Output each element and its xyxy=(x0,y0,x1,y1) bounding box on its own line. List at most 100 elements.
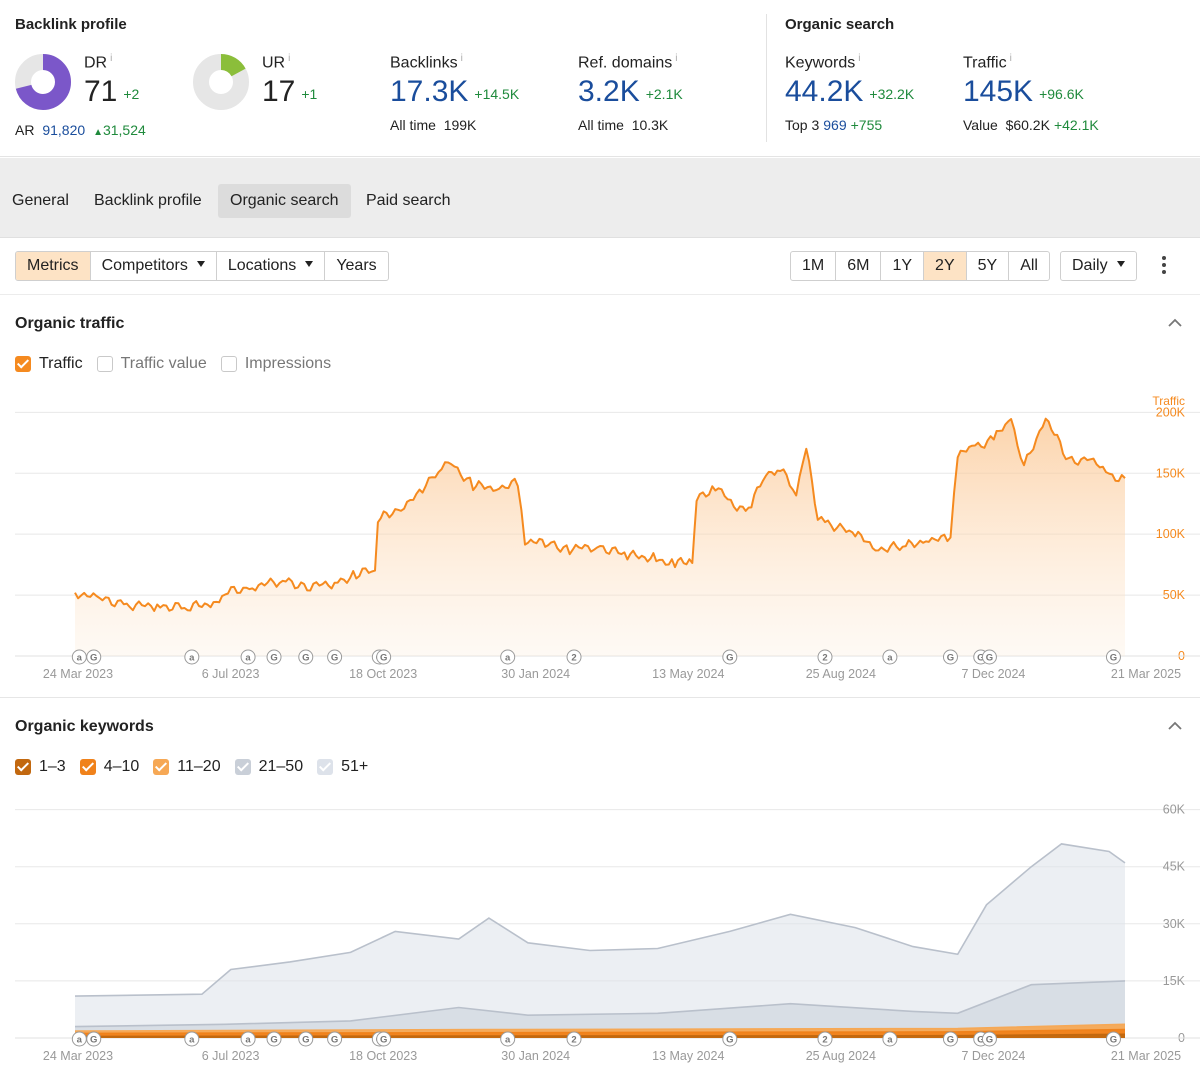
range-6m-button[interactable]: 6M xyxy=(835,252,880,280)
annotation-marker-icon[interactable]: G xyxy=(86,1031,102,1047)
arrow-up-icon: ▲ xyxy=(93,127,103,138)
annotation-marker-icon[interactable]: G xyxy=(1105,1031,1121,1047)
y-tick-label: 50K xyxy=(1163,588,1186,602)
traffic-metric: Traffic i 145K +96.6K Value $60.2K +42.1K xyxy=(963,53,1099,133)
info-icon[interactable]: i xyxy=(288,53,291,64)
legend-pos-21-50[interactable]: 21–50 xyxy=(234,758,303,776)
svg-text:a: a xyxy=(505,653,511,664)
info-icon[interactable]: i xyxy=(1009,53,1012,64)
range-all-button[interactable]: All xyxy=(1008,252,1049,280)
annotation-marker-icon[interactable]: G xyxy=(266,649,282,665)
top3-value[interactable]: 969 xyxy=(823,117,847,134)
tab-backlink-profile[interactable]: Backlink profile xyxy=(94,192,202,209)
metrics-button[interactable]: Metrics xyxy=(16,252,90,280)
range-1m-button[interactable]: 1M xyxy=(802,257,825,274)
x-tick-label: 13 May 2024 xyxy=(652,667,724,681)
svg-text:G: G xyxy=(302,1035,309,1046)
annotation-marker-icon[interactable]: 2 xyxy=(566,1031,582,1047)
annotation-marker-icon[interactable]: G xyxy=(376,1031,392,1047)
annotation-marker-icon[interactable]: G xyxy=(722,1031,738,1047)
svg-text:a: a xyxy=(189,653,195,664)
series-area-51- xyxy=(75,843,1125,1038)
annotation-marker-icon[interactable]: G xyxy=(266,1031,282,1047)
svg-text:G: G xyxy=(986,1035,993,1046)
range-5y-button[interactable]: 5Y xyxy=(965,252,1009,280)
traffic-value-amount: $60.2K xyxy=(1005,117,1050,134)
annotation-marker-icon[interactable]: a xyxy=(184,649,200,665)
legend-pos-4-10[interactable]: 4–10 xyxy=(79,758,139,776)
svg-text:G: G xyxy=(726,653,733,664)
annotation-marker-icon[interactable]: a xyxy=(71,1031,87,1047)
tab-organic-search[interactable]: Organic search xyxy=(218,184,351,218)
competitors-dropdown[interactable]: Competitors xyxy=(89,252,216,280)
checkbox-checked-icon xyxy=(234,759,251,775)
tab-general[interactable]: General xyxy=(12,192,69,209)
annotation-marker-icon[interactable]: G xyxy=(86,649,102,665)
annotation-marker-icon[interactable]: 2 xyxy=(566,649,582,665)
ur-label: UR xyxy=(262,54,286,72)
ref-domains-value[interactable]: 3.2K xyxy=(578,75,640,109)
annotation-marker-icon[interactable]: G xyxy=(981,649,997,665)
annotation-marker-icon[interactable]: a xyxy=(500,1031,516,1047)
traffic-delta: +96.6K xyxy=(1039,86,1084,103)
traffic-value[interactable]: 145K xyxy=(963,75,1034,109)
range-1y-button[interactable]: 1Y xyxy=(880,252,923,280)
interval-dropdown[interactable]: Daily xyxy=(1060,251,1137,281)
ar-value[interactable]: 91,820 xyxy=(42,122,86,138)
annotation-marker-icon[interactable]: a xyxy=(240,649,256,665)
x-tick-label: 7 Dec 2024 xyxy=(961,667,1025,681)
collapse-chevron-icon[interactable] xyxy=(1168,719,1182,733)
annotation-marker-icon[interactable]: a xyxy=(184,1031,200,1047)
locations-dropdown[interactable]: Locations xyxy=(215,252,325,280)
info-icon[interactable]: i xyxy=(675,53,678,64)
legend-traffic[interactable]: Traffic xyxy=(15,355,83,373)
annotation-marker-icon[interactable]: G xyxy=(327,1031,343,1047)
legend-traffic-value[interactable]: Traffic value xyxy=(96,355,207,373)
annotation-marker-icon[interactable]: G xyxy=(1105,649,1121,665)
ref-domains-label: Ref. domains xyxy=(578,54,673,72)
annotation-marker-icon[interactable]: G xyxy=(298,1031,314,1047)
annotation-marker-icon[interactable]: G xyxy=(298,649,314,665)
legend-pos-1-3[interactable]: 1–3 xyxy=(15,758,66,776)
svg-text:G: G xyxy=(947,1035,954,1046)
annotation-marker-icon[interactable]: G xyxy=(981,1031,997,1047)
annotation-marker-icon[interactable]: a xyxy=(240,1031,256,1047)
svg-text:G: G xyxy=(726,1035,733,1046)
annotation-marker-icon[interactable]: G xyxy=(376,649,392,665)
svg-text:a: a xyxy=(77,653,83,664)
dr-label: DR xyxy=(84,54,108,72)
svg-text:a: a xyxy=(245,1035,251,1046)
annotation-marker-icon[interactable]: G xyxy=(942,1031,958,1047)
annotation-marker-icon[interactable]: 2 xyxy=(817,1031,833,1047)
x-tick-label: 21 Mar 2025 xyxy=(1111,1049,1181,1063)
checkbox-checked-icon xyxy=(15,356,31,372)
legend-impressions[interactable]: Impressions xyxy=(220,355,331,373)
info-icon[interactable]: i xyxy=(460,53,463,64)
svg-text:2: 2 xyxy=(822,653,827,664)
keywords-value[interactable]: 44.2K xyxy=(785,75,864,109)
legend-pos-11-20[interactable]: 11–20 xyxy=(153,758,221,776)
collapse-chevron-icon[interactable] xyxy=(1168,316,1182,330)
years-button[interactable]: Years xyxy=(324,252,387,280)
annotation-marker-icon[interactable]: G xyxy=(942,649,958,665)
range-2y-button[interactable]: 2Y xyxy=(923,252,966,280)
annotation-marker-icon[interactable]: 2 xyxy=(817,649,833,665)
y-tick-label: 150K xyxy=(1156,466,1186,480)
view-options-group: Metrics Competitors Locations Years xyxy=(15,251,389,281)
annotation-marker-icon[interactable]: a xyxy=(500,649,516,665)
annotation-marker-icon[interactable]: a xyxy=(882,649,898,665)
tab-paid-search[interactable]: Paid search xyxy=(366,192,451,209)
annotation-marker-icon[interactable]: a xyxy=(882,1031,898,1047)
annotation-marker-icon[interactable]: G xyxy=(327,649,343,665)
annotation-marker-icon[interactable]: G xyxy=(722,649,738,665)
annotation-marker-icon[interactable]: a xyxy=(71,649,87,665)
info-icon[interactable]: i xyxy=(858,53,861,64)
backlinks-value[interactable]: 17.3K xyxy=(390,75,469,109)
info-icon[interactable]: i xyxy=(110,53,113,64)
more-options-icon[interactable] xyxy=(1158,254,1170,278)
svg-text:a: a xyxy=(887,653,893,664)
legend-pos-51-plus[interactable]: 51+ xyxy=(317,758,368,776)
y-tick-label: 15K xyxy=(1163,974,1186,988)
